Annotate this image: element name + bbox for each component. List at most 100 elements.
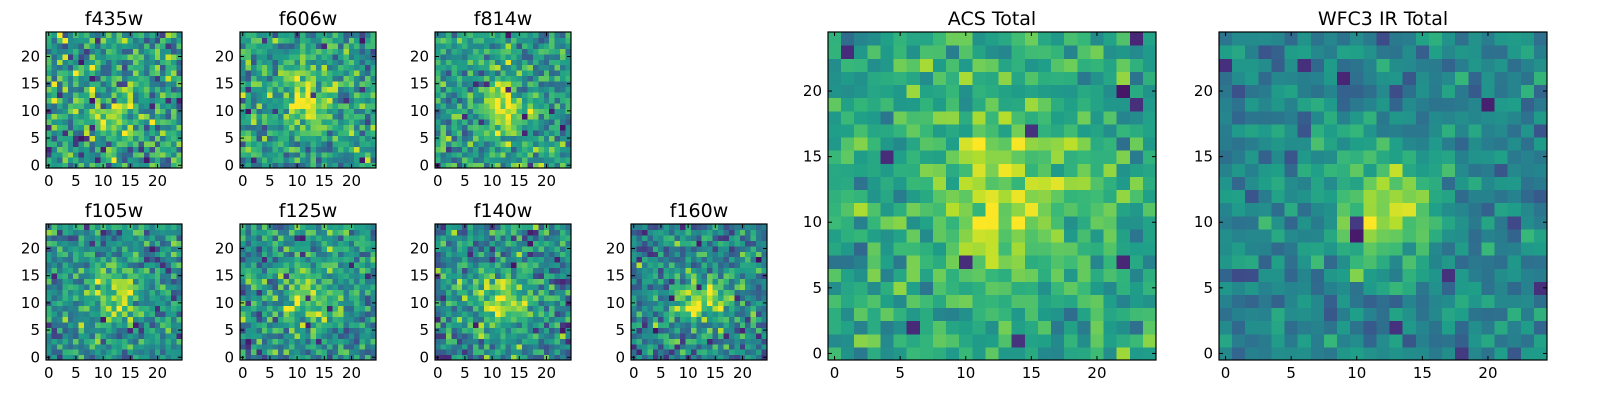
- heatmap-cell: [663, 321, 670, 328]
- heatmap-cell: [321, 338, 328, 345]
- heatmap-cell: [310, 59, 317, 66]
- heatmap-cell: [105, 224, 112, 231]
- heatmap-cell: [250, 294, 257, 301]
- heatmap-cell: [176, 70, 183, 77]
- heatmap-cell: [240, 86, 247, 93]
- heatmap-cell: [138, 113, 145, 120]
- heatmap-cell: [456, 80, 463, 87]
- heatmap-cell: [245, 300, 252, 307]
- heatmap-cell: [893, 176, 908, 191]
- heatmap-cell: [165, 32, 172, 39]
- heatmap-cell: [854, 346, 868, 361]
- heatmap-cell: [494, 349, 501, 356]
- heatmap-cell: [272, 91, 279, 98]
- heatmap-cell: [516, 321, 523, 328]
- heatmap-cell: [365, 311, 372, 318]
- heatmap-cell: [310, 256, 317, 263]
- heatmap-cell: [516, 64, 523, 71]
- heatmap-cell: [67, 135, 74, 142]
- heatmap-cell: [62, 321, 69, 328]
- heatmap-cell: [127, 311, 134, 318]
- heatmap-cell: [554, 37, 561, 44]
- heatmap-cell: [1090, 333, 1105, 348]
- heatmap-cell: [1103, 333, 1118, 348]
- heatmap-cell: [51, 151, 58, 158]
- heatmap-cell: [532, 311, 539, 318]
- heatmap-cell: [321, 119, 328, 126]
- heatmap-cell: [739, 283, 746, 290]
- heatmap-cell: [348, 327, 355, 334]
- heatmap-cell: [906, 202, 921, 217]
- heatmap-cell: [456, 75, 463, 82]
- y-tick-label: 0: [30, 156, 40, 174]
- heatmap-cell: [972, 333, 987, 348]
- heatmap-cell: [641, 311, 648, 318]
- heatmap-cell: [478, 311, 485, 318]
- heatmap-cell: [343, 311, 350, 318]
- heatmap-cell: [332, 224, 339, 231]
- heatmap-cell: [473, 251, 480, 258]
- heatmap-cell: [756, 338, 763, 345]
- heatmap-cell: [658, 267, 665, 274]
- heatmap-cell: [78, 245, 85, 252]
- heatmap-cell: [489, 272, 496, 279]
- heatmap-cell: [73, 135, 80, 142]
- heatmap-cell: [116, 91, 123, 98]
- heatmap-cell: [94, 32, 101, 39]
- heatmap-cell: [841, 294, 855, 309]
- heatmap-cell: [122, 129, 129, 136]
- heatmap-cell: [261, 278, 268, 285]
- heatmap-cell: [734, 262, 741, 269]
- heatmap-cell: [272, 70, 279, 77]
- heatmap-cell: [316, 251, 323, 258]
- heatmap-cell: [67, 162, 74, 169]
- heatmap-cell: [305, 97, 312, 104]
- heatmap-cell: [283, 343, 290, 350]
- heatmap-cell: [67, 140, 74, 147]
- heatmap-cell: [105, 278, 112, 285]
- heatmap-cell: [750, 311, 757, 318]
- heatmap-cell: [723, 338, 730, 345]
- heatmap-cell: [435, 91, 442, 98]
- heatmap-cell: [828, 189, 842, 204]
- heatmap-cell: [505, 97, 512, 104]
- heatmap-cell: [445, 119, 452, 126]
- y-tick-label: 20: [410, 47, 429, 65]
- heatmap-cell: [636, 338, 643, 345]
- heatmap-cell: [828, 268, 842, 282]
- heatmap-cell: [1077, 228, 1091, 243]
- heatmap-cell: [685, 316, 692, 323]
- heatmap-cell: [631, 321, 638, 328]
- heatmap-cell: [489, 75, 496, 82]
- heatmap-cell: [554, 278, 561, 285]
- heatmap-cell: [122, 113, 129, 120]
- heatmap-cell: [750, 354, 757, 361]
- heatmap-cell: [462, 151, 469, 158]
- heatmap-cell: [337, 327, 344, 334]
- heatmap-cell: [867, 307, 882, 322]
- heatmap-cell: [549, 229, 556, 236]
- heatmap-cell: [116, 332, 123, 339]
- heatmap-cell: [122, 300, 129, 307]
- heatmap-cell: [532, 272, 539, 279]
- heatmap-cell: [985, 176, 1000, 191]
- heatmap-cell: [560, 305, 567, 312]
- heatmap-cell: [111, 70, 118, 77]
- heatmap-cell: [669, 300, 676, 307]
- heatmap-cell: [435, 316, 442, 323]
- heatmap-cell: [165, 256, 172, 263]
- heatmap-cells: [240, 32, 377, 169]
- heatmap-cell: [462, 129, 469, 136]
- heatmap-cell: [89, 42, 96, 49]
- heatmap-cell: [267, 48, 274, 55]
- heatmap-cell: [435, 338, 442, 345]
- heatmap-cell: [516, 272, 523, 279]
- heatmap-cell: [370, 124, 377, 131]
- heatmap-cell: [674, 251, 681, 258]
- heatmap-cell: [73, 37, 80, 44]
- heatmap-cell: [685, 305, 692, 312]
- heatmap-cell: [1129, 202, 1144, 217]
- heatmap-cell: [138, 124, 145, 131]
- heatmap-cell: [105, 151, 112, 158]
